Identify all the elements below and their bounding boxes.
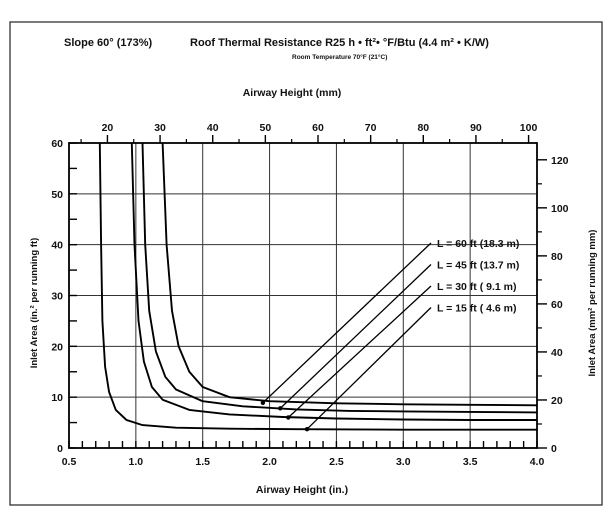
x-tick-label: 0.5 — [62, 456, 77, 468]
y-tick-label: 0 — [57, 443, 63, 455]
top-tick-label: 40 — [207, 122, 219, 134]
series-line — [141, 142, 538, 414]
top-tick-label: 50 — [260, 122, 272, 134]
top-tick-label: 30 — [154, 122, 166, 134]
leader-dot — [260, 400, 266, 405]
top-tick-label: 80 — [417, 122, 429, 134]
chart-subtitle: Room Temperature 70°F (21°C) — [292, 53, 387, 61]
figure-frame — [9, 21, 603, 506]
leader-line — [306, 307, 432, 430]
y-tick-label: 40 — [51, 240, 63, 252]
right-tick-label: 20 — [551, 395, 563, 407]
tick-labels: 0.5 1.0 1.5 2.0 2.5 3.0 3.5 4.0 0 10 20 30 40 50 60 20 3… — [51, 122, 568, 468]
gridlines — [69, 143, 537, 448]
series-label: L = 45 ft (13.7 m) — [437, 260, 519, 272]
x-tick-label: 2.0 — [262, 456, 277, 468]
y-tick-label: 10 — [51, 392, 63, 404]
leader-line — [279, 264, 432, 409]
y-tick-label: 60 — [51, 138, 63, 150]
chart-title: Roof Thermal Resistance R25 h • ft²• °F/… — [190, 37, 489, 49]
x-tick-label: 4.0 — [530, 456, 545, 468]
y-tick-label: 50 — [51, 189, 63, 201]
leader-dot — [278, 406, 283, 411]
x-tick-label: 3.5 — [463, 456, 478, 468]
top-tick-label: 100 — [520, 122, 538, 134]
x-tick-label: 2.5 — [329, 456, 344, 468]
y-tick-label: 20 — [51, 341, 63, 353]
right-tick-label: 100 — [551, 203, 569, 215]
chart-slope-label: Slope 60° (173%) — [64, 37, 152, 49]
right-tick-label: 60 — [551, 299, 563, 311]
top-tick-label: 90 — [470, 122, 482, 134]
series-line — [161, 142, 538, 407]
series-group — [98, 142, 538, 431]
plot-frame — [68, 142, 538, 449]
top-axis-title: Airway Height (mm) — [243, 87, 342, 99]
top-tick-label: 70 — [365, 122, 377, 134]
series-label: L = 60 ft (18.3 m) — [437, 238, 519, 250]
right-tick-label: 0 — [551, 443, 557, 455]
leader-line — [287, 285, 432, 418]
annotation-leaders — [260, 242, 432, 432]
top-tick-label: 60 — [312, 122, 324, 134]
x-tick-label: 1.0 — [129, 456, 144, 468]
y-axis-title: Inlet Area (in.² per running ft) — [29, 238, 40, 369]
leader-dot — [304, 426, 310, 432]
right-tick-label: 120 — [551, 155, 569, 167]
leader-dot — [286, 415, 291, 420]
leader-line — [262, 242, 432, 404]
right-axis-title: Inlet Area (mm² per running mm) — [587, 230, 598, 377]
x-axis-title: Airway Height (in.) — [256, 484, 348, 496]
x-tick-label: 1.5 — [195, 456, 210, 468]
right-tick-label: 80 — [551, 251, 563, 263]
top-tick-label: 20 — [102, 122, 114, 134]
series-label: L = 30 ft ( 9.1 m) — [437, 281, 516, 293]
series-label: L = 15 ft ( 4.6 m) — [437, 303, 516, 315]
right-tick-label: 40 — [551, 347, 563, 359]
y-tick-label: 30 — [51, 291, 63, 303]
series-line — [130, 142, 537, 421]
series-labels: L = 60 ft (18.3 m) L = 45 ft (13.7 m) L = … — [437, 238, 519, 315]
x-tick-label: 3.0 — [396, 456, 411, 468]
series-line — [98, 142, 537, 431]
